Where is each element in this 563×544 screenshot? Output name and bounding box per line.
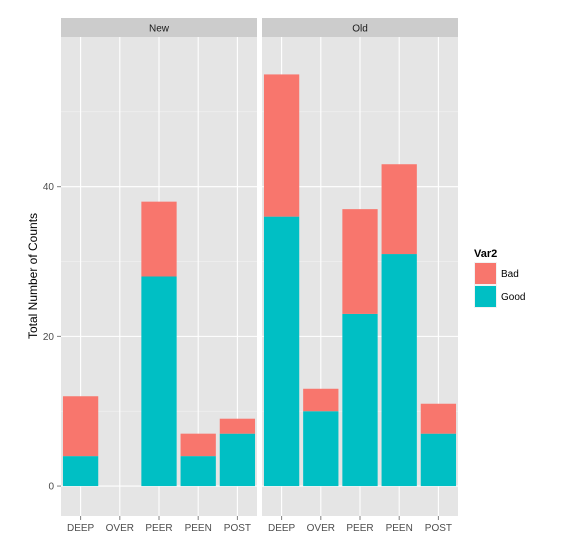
legend-label-bad: Bad bbox=[501, 269, 519, 280]
bar-good-peen bbox=[381, 254, 417, 487]
bar-bad-post bbox=[420, 403, 457, 434]
y-axis-title: Total Number of Counts bbox=[26, 213, 40, 339]
x-tick-label: POST bbox=[425, 523, 452, 534]
bar-bad-deep bbox=[62, 396, 99, 457]
x-tick-label: OVER bbox=[307, 523, 335, 534]
x-tick-label: PEER bbox=[145, 523, 172, 534]
y-tick-label: 20 bbox=[43, 332, 55, 343]
x-tick-label: OVER bbox=[106, 523, 134, 534]
facet-strip-label: New bbox=[149, 24, 170, 35]
legend-label-good: Good bbox=[501, 292, 525, 303]
x-tick-label: PEEN bbox=[185, 523, 212, 534]
bar-bad-peer bbox=[342, 209, 378, 314]
y-tick-label: 0 bbox=[48, 482, 54, 493]
bar-bad-peer bbox=[141, 201, 177, 277]
bar-bad-over bbox=[303, 388, 339, 412]
bar-good-peer bbox=[342, 313, 378, 487]
panels-layer: New DEEP OVER PEER PEEN POST Old DEEP OVER PEER PE… bbox=[61, 18, 458, 534]
bar-good-over bbox=[303, 411, 339, 487]
bar-good-deep bbox=[62, 456, 99, 487]
bar-good-post bbox=[420, 433, 457, 487]
bar-bad-deep bbox=[263, 74, 300, 217]
x-tick-label: DEEP bbox=[268, 523, 296, 534]
facet-strip bbox=[262, 18, 458, 37]
bar-good-peen bbox=[180, 456, 216, 487]
x-tick-label: PEER bbox=[346, 523, 373, 534]
x-tick-label: POST bbox=[224, 523, 251, 534]
bar-bad-peen bbox=[180, 433, 216, 457]
bar-bad-post bbox=[219, 418, 256, 434]
bar-bad-peen bbox=[381, 164, 417, 255]
legend-key-good bbox=[475, 286, 496, 307]
y-axis: 0 20 40 bbox=[43, 182, 61, 493]
panel-old: Old DEEP OVER PEER PEEN POST bbox=[262, 18, 458, 534]
bar-good-deep bbox=[263, 216, 300, 487]
legend-key-bad bbox=[475, 263, 496, 284]
legend: Var2 Bad Good bbox=[474, 248, 525, 308]
legend-title: Var2 bbox=[474, 248, 497, 260]
x-tick-label: PEEN bbox=[386, 523, 413, 534]
bar-good-post bbox=[219, 433, 256, 487]
bar-good-peer bbox=[141, 276, 177, 487]
x-tick-label: DEEP bbox=[67, 523, 95, 534]
facet-strip bbox=[61, 18, 257, 37]
facet-strip-label: Old bbox=[352, 24, 368, 35]
y-tick-label: 40 bbox=[43, 182, 55, 193]
panel-new: New DEEP OVER PEER PEEN POST bbox=[61, 18, 257, 534]
